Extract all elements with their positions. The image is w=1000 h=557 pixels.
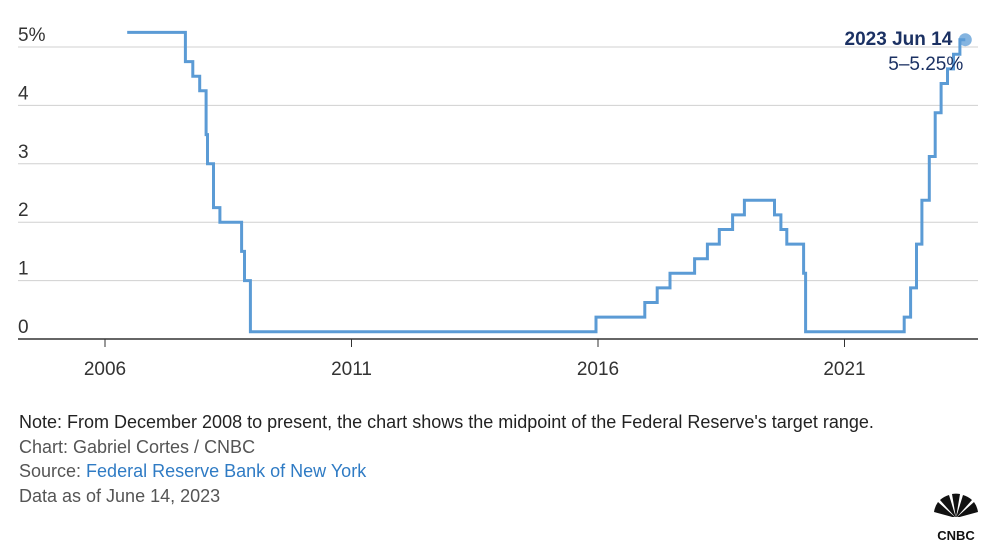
x-tick-label: 2021 — [823, 359, 865, 380]
data-as-of: Data as of June 14, 2023 — [19, 485, 221, 506]
y-tick-label: 4 — [18, 83, 29, 104]
y-tick-label: 3 — [18, 142, 29, 163]
y-tick-label: 2 — [18, 200, 29, 221]
y-tick-label: 1 — [18, 259, 29, 280]
chart-area: 5% 4 3 2 1 0 2006 2011 2016 2021 2023 Jun 14 5–5… — [18, 25, 978, 380]
x-tick-label: 2011 — [331, 359, 372, 380]
x-axis-ticks: 2006 2011 2016 2021 — [84, 339, 866, 380]
logo-wordmark: CNBC — [937, 528, 975, 543]
cnbc-peacock-logo: CNBC — [934, 493, 978, 543]
chart-note: Note: From December 2008 to present, the… — [19, 412, 874, 432]
x-tick-label: 2006 — [84, 359, 126, 380]
gridlines — [18, 46, 978, 282]
annotation-value: 5–5.25% — [888, 54, 963, 75]
chart-footer: Note: From December 2008 to present, the… — [19, 410, 919, 508]
y-tick-label: 0 — [18, 317, 29, 338]
chart-credit: Chart: Gabriel Cortes / CNBC — [19, 436, 256, 457]
chart-source: Source: Federal Reserve Bank of New York — [19, 459, 919, 484]
annotation-date: 2023 Jun 14 — [845, 29, 953, 50]
series-line-fed-rate — [127, 30, 966, 334]
source-prefix: Source: — [19, 461, 87, 481]
end-point-marker — [958, 33, 972, 47]
x-tick-label: 2016 — [577, 359, 619, 380]
source-link[interactable]: Federal Reserve Bank of New York — [86, 461, 367, 481]
y-tick-label: 5% — [18, 25, 46, 46]
y-axis-ticks: 5% 4 3 2 1 0 — [18, 25, 46, 338]
